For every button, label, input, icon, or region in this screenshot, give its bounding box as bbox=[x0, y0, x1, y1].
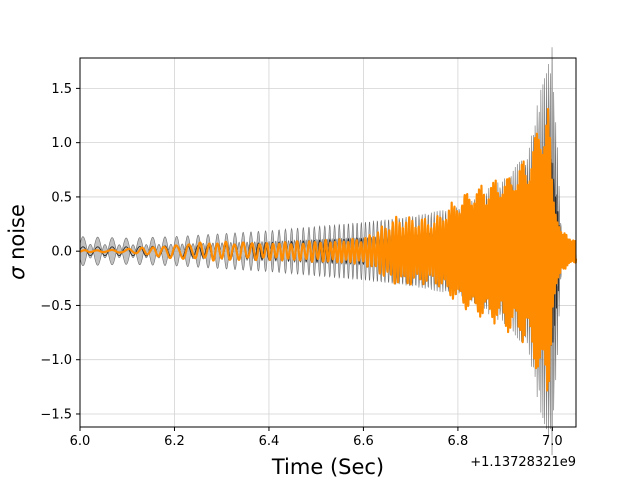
y-tick-label: −1.5 bbox=[40, 407, 72, 422]
whitened-data-line bbox=[79, 107, 578, 392]
y-axis-label-symbol: σ bbox=[5, 266, 29, 280]
plot-frame bbox=[79, 57, 577, 428]
y-axis-label: σ noise bbox=[5, 204, 29, 280]
y-tick-label: 0.5 bbox=[51, 190, 72, 205]
y-axis-ticks: −1.5 −1.0 −0.5 0.0 0.5 1.0 1.5 bbox=[40, 82, 80, 422]
x-axis-offset-label: +1.13728321e9 bbox=[470, 455, 576, 470]
x-tick-label: 6.8 bbox=[448, 434, 469, 449]
x-tick-label: 6.2 bbox=[164, 434, 185, 449]
x-axis-label: Time (Sec) bbox=[271, 455, 384, 479]
y-tick-label: 1.0 bbox=[51, 136, 72, 151]
x-axis-ticks: 6.0 6.2 6.4 6.6 6.8 7.0 bbox=[70, 427, 563, 449]
y-axis-label-text: noise bbox=[5, 204, 29, 267]
y-tick-label: 0.0 bbox=[51, 245, 72, 260]
y-tick-label: −1.0 bbox=[40, 353, 72, 368]
x-tick-label: 6.4 bbox=[259, 434, 280, 449]
x-tick-label: 7.0 bbox=[542, 434, 563, 449]
x-tick-label: 6.0 bbox=[70, 434, 91, 449]
x-tick-label: 6.6 bbox=[353, 434, 374, 449]
y-tick-label: −0.5 bbox=[40, 299, 72, 314]
y-tick-label: 1.5 bbox=[51, 82, 72, 97]
whitened-data-series bbox=[79, 107, 578, 392]
